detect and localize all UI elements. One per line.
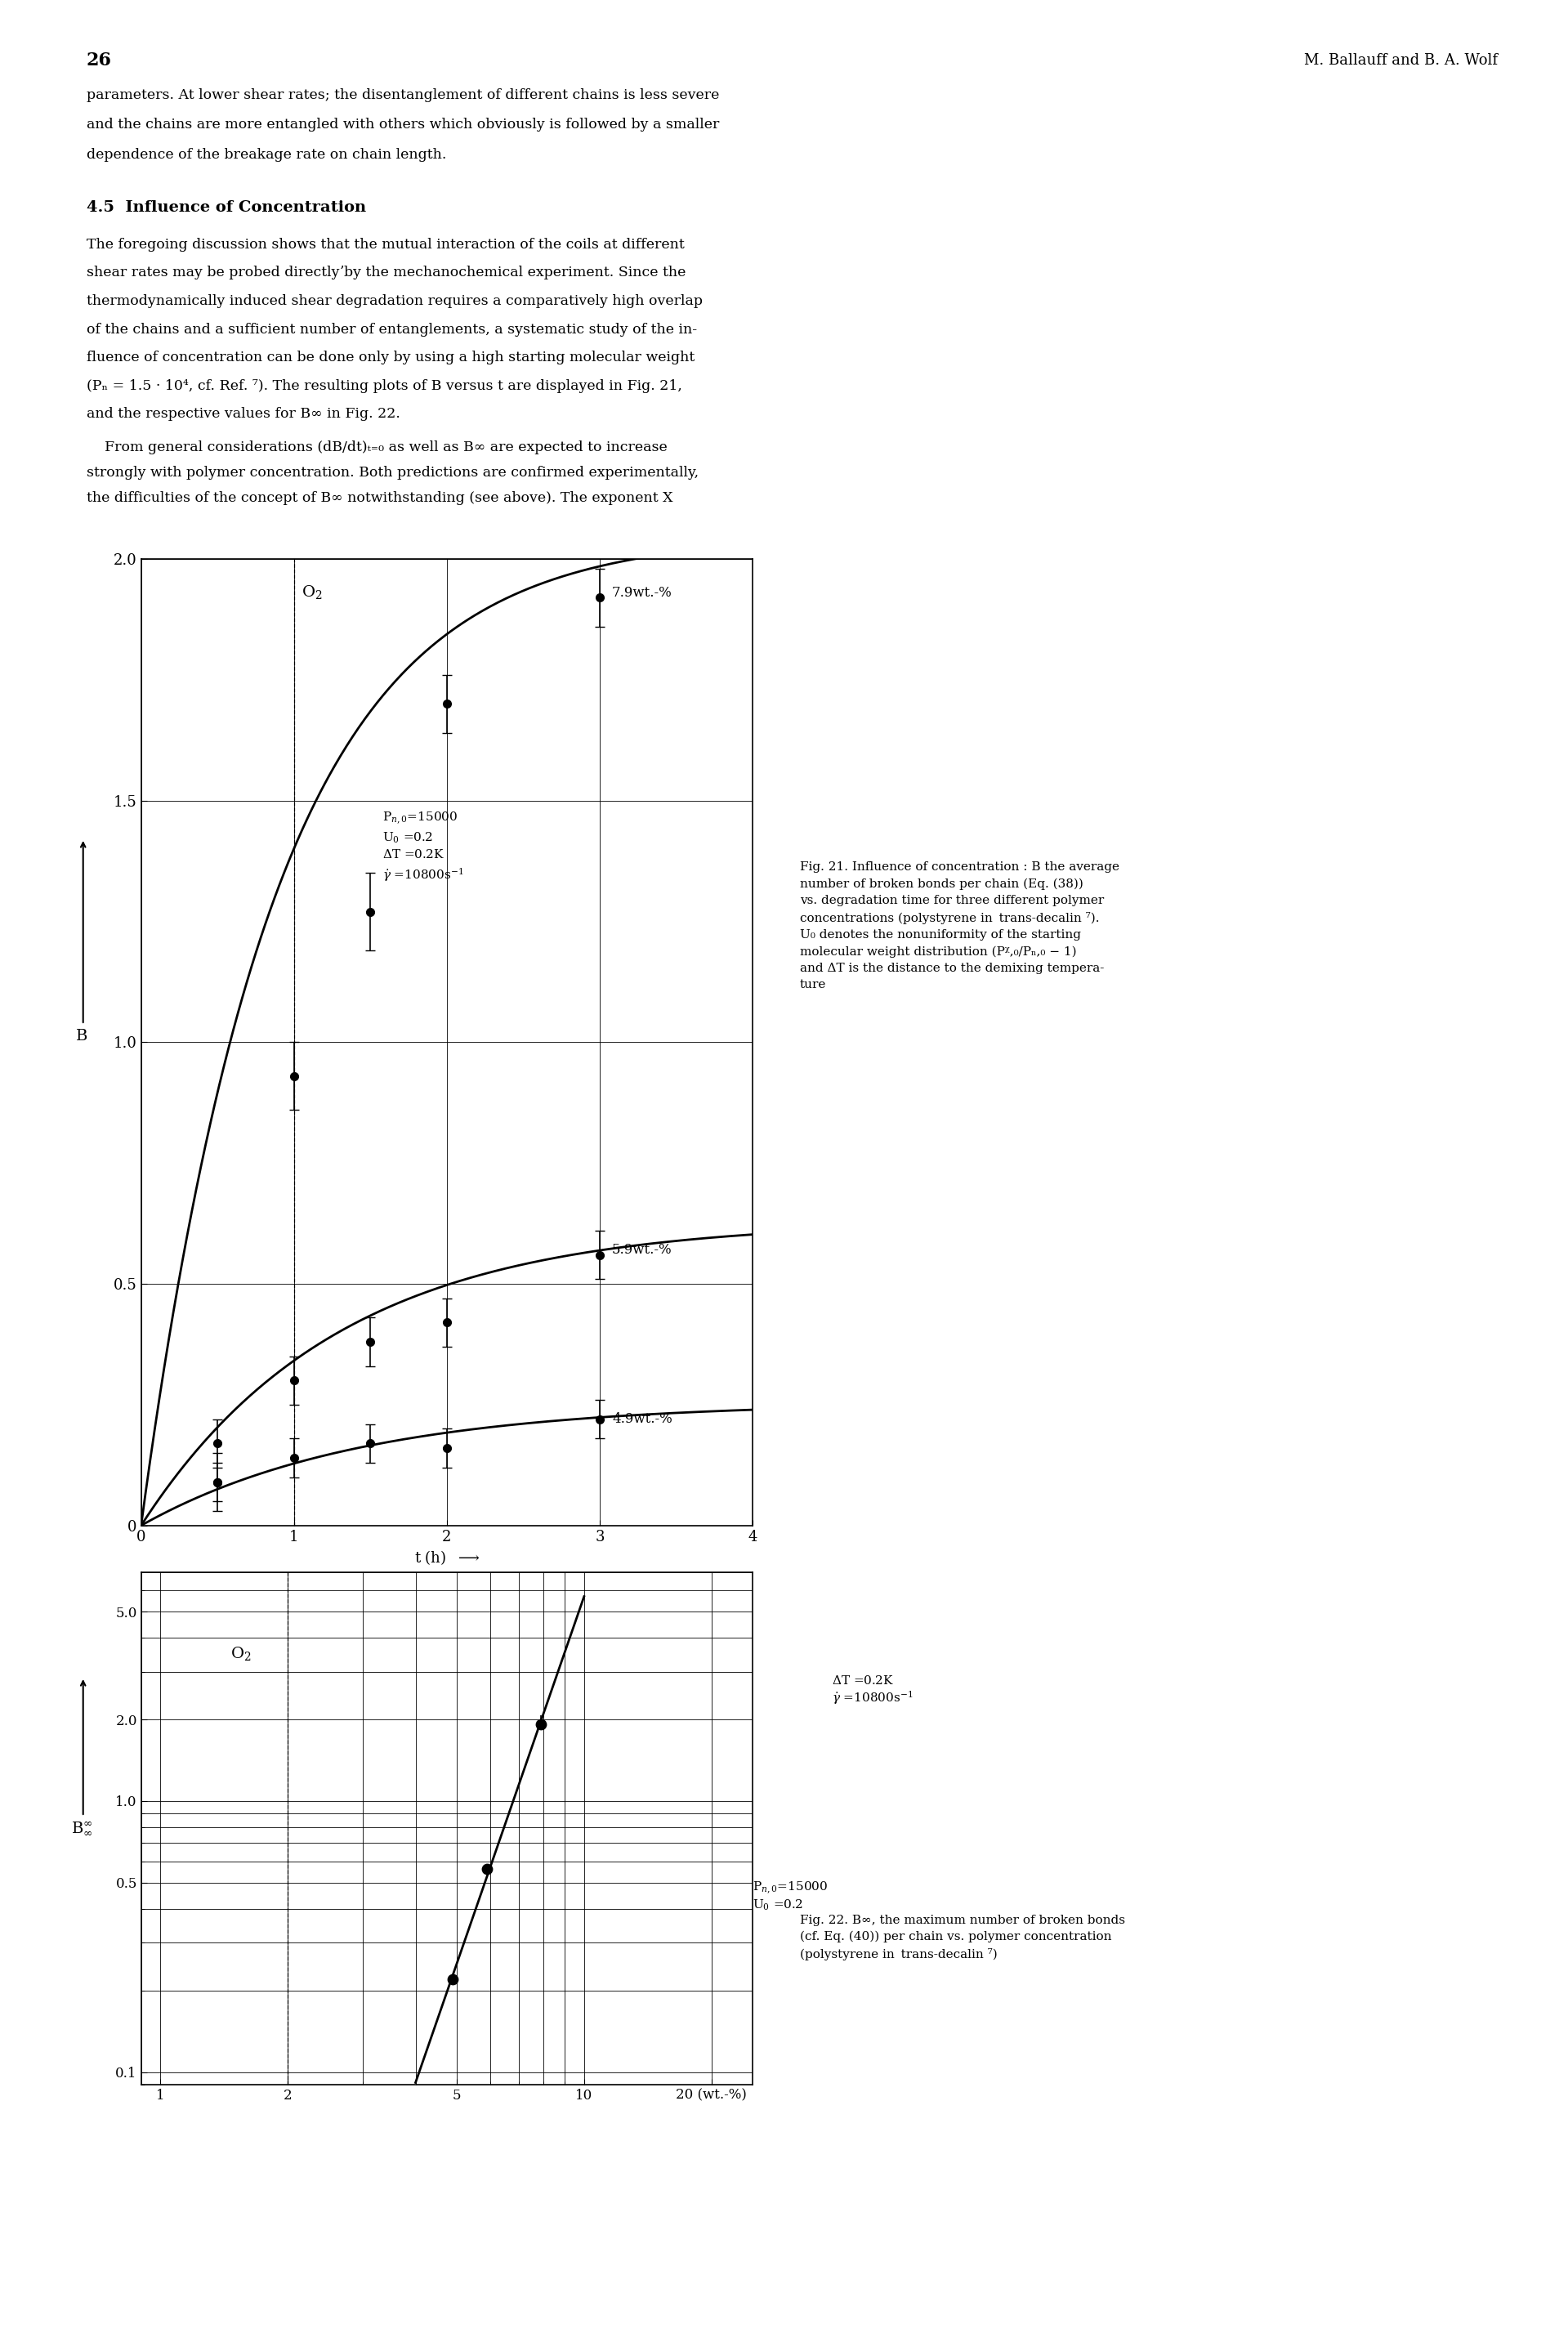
Text: P$_{{n,0}}$=15000
U$_0$ =0.2
$\Delta$T =0.2K
$\dot{\gamma}$ =10800s$^{-1}$: P$_{{n,0}}$=15000 U$_0$ =0.2 $\Delta$T =… — [383, 810, 464, 883]
Text: (Pₙ = 1.5 · 10⁴, cf. Ref. ⁷). The resulting plots of B versus t are displayed in: (Pₙ = 1.5 · 10⁴, cf. Ref. ⁷). The result… — [86, 380, 682, 394]
Point — [475, 1852, 500, 1889]
Text: 5.9wt.-%: 5.9wt.-% — [612, 1244, 673, 1258]
Text: Fig. 22. B∞, the maximum number of broken bonds
(cf. Eq. (40)) per chain vs. pol: Fig. 22. B∞, the maximum number of broke… — [800, 1914, 1124, 1961]
Text: O$_2$: O$_2$ — [301, 582, 323, 601]
Text: 26: 26 — [86, 51, 111, 70]
Text: thermodynamically induced shear degradation requires a comparatively high overla: thermodynamically induced shear degradat… — [86, 293, 702, 307]
Text: From general considerations (dB/dt)ₜ₌₀ as well as B∞ are expected to increase: From general considerations (dB/dt)ₜ₌₀ a… — [86, 440, 666, 454]
Text: P$_{{n,0}}$=15000
U$_0$ =0.2: P$_{{n,0}}$=15000 U$_0$ =0.2 — [753, 1880, 828, 1912]
Text: fluence of concentration can be done only by using a high starting molecular wei: fluence of concentration can be done onl… — [86, 352, 695, 366]
Text: parameters. At lower shear rates; the disentanglement of different chains is les: parameters. At lower shear rates; the di… — [86, 89, 720, 102]
Text: B: B — [75, 1029, 88, 1043]
Text: 7.9wt.-%: 7.9wt.-% — [612, 587, 673, 601]
X-axis label: t (h)  $\longrightarrow$: t (h) $\longrightarrow$ — [414, 1549, 480, 1567]
Text: $\Delta$T =0.2K
$\dot{\gamma}$ =10800s$^{-1}$: $\Delta$T =0.2K $\dot{\gamma}$ =10800s$^… — [833, 1675, 914, 1707]
Text: the difficulties of the concept of B∞ notwithstanding (see above). The exponent : the difficulties of the concept of B∞ no… — [86, 491, 673, 505]
Text: and the respective values for B∞ in Fig. 22.: and the respective values for B∞ in Fig.… — [86, 408, 400, 422]
Text: shear rates may be probed directlyʼby the mechanochemical experiment. Since the: shear rates may be probed directlyʼby th… — [86, 266, 685, 279]
Point — [441, 1961, 466, 1998]
Text: strongly with polymer concentration. Both predictions are confirmed experimental: strongly with polymer concentration. Bot… — [86, 466, 698, 480]
Text: 4.9wt.-%: 4.9wt.-% — [612, 1411, 673, 1425]
Text: and the chains are more entangled with others which obviously is followed by a s: and the chains are more entangled with o… — [86, 119, 720, 133]
Point — [528, 1705, 554, 1742]
Text: O$_2$: O$_2$ — [230, 1644, 251, 1663]
Text: M. Ballauff and B. A. Wolf: M. Ballauff and B. A. Wolf — [1303, 54, 1497, 68]
Text: 4.5  Influence of Concentration: 4.5 Influence of Concentration — [86, 200, 365, 214]
Text: dependence of the breakage rate on chain length.: dependence of the breakage rate on chain… — [86, 147, 445, 161]
Text: of the chains and a sufficient number of entanglements, a systematic study of th: of the chains and a sufficient number of… — [86, 321, 696, 335]
Text: B$_\infty^\infty$: B$_\infty^\infty$ — [71, 1821, 93, 1835]
Text: The foregoing discussion shows that the mutual interaction of the coils at diffe: The foregoing discussion shows that the … — [86, 238, 684, 252]
Text: Fig. 21. Influence of concentration : B the average
number of broken bonds per c: Fig. 21. Influence of concentration : B … — [800, 862, 1120, 990]
